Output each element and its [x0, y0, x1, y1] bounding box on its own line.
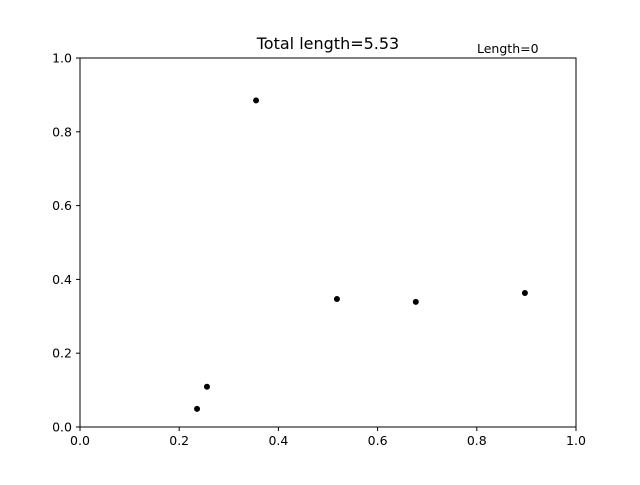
- chart-title: Total length=5.53: [256, 34, 399, 53]
- plot-frame: [79, 57, 577, 428]
- data-point: [253, 97, 260, 104]
- x-tick-label: 0.6: [368, 433, 388, 448]
- x-tick-label: 0.4: [268, 433, 288, 448]
- data-point: [194, 405, 201, 412]
- x-tick-label: 0.8: [467, 433, 487, 448]
- x-axis: 0.0 0.2 0.4 0.6 0.8 1.0: [70, 427, 586, 448]
- y-tick-label: 0.8: [52, 124, 72, 139]
- x-tick-label: 0.0: [70, 433, 90, 448]
- data-points: [194, 97, 528, 412]
- data-point: [521, 290, 528, 297]
- y-tick-label: 0.2: [52, 346, 72, 361]
- y-tick-label: 0.0: [52, 420, 72, 435]
- x-tick-label: 1.0: [566, 433, 586, 448]
- y-axis: 0.0 0.2 0.4 0.6 0.8 1.0: [52, 51, 80, 435]
- y-tick-label: 0.6: [52, 198, 72, 213]
- y-tick-label: 1.0: [52, 51, 72, 66]
- y-tick-label: 0.4: [52, 272, 72, 287]
- length-annotation: Length=0: [477, 41, 539, 56]
- data-point: [412, 298, 419, 305]
- data-point: [203, 383, 210, 390]
- data-point: [333, 295, 340, 302]
- x-tick-label: 0.2: [169, 433, 189, 448]
